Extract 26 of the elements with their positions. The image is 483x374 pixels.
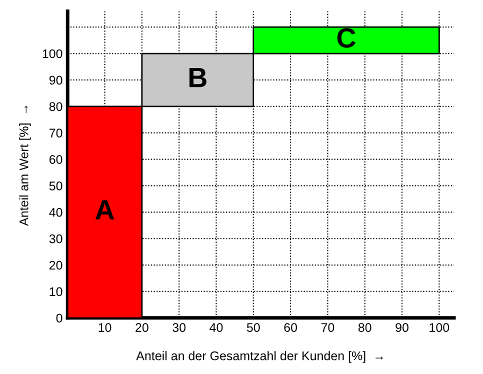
annotation: C xyxy=(337,28,356,48)
x-tick-label: 10 xyxy=(98,323,112,332)
y-tick-label: 30 xyxy=(49,234,62,244)
y-tick-label: 60 xyxy=(49,155,62,164)
annotation: A xyxy=(95,200,114,220)
x-tick-label: 40 xyxy=(210,323,223,332)
x-tick-label: 70 xyxy=(321,323,334,332)
y-tick-label: 40 xyxy=(49,208,62,217)
y-tick-label: 80 xyxy=(49,102,62,112)
y-tick-label: 10 xyxy=(50,287,62,296)
x-axis-title: Anteil an der Gesamtzahl der Kunden [%] → xyxy=(136,351,383,363)
y-tick-label: 70 xyxy=(49,128,62,138)
y-tick-label: 0 xyxy=(56,314,62,323)
x-tick-label: 90 xyxy=(396,323,408,332)
y-tick-label: 20 xyxy=(49,260,62,270)
x-tick-label: 20 xyxy=(136,323,148,332)
x-tick-label: 30 xyxy=(172,323,186,332)
y-tick-label: 100 xyxy=(42,49,62,58)
x-tick-label: 60 xyxy=(284,323,298,332)
y-axis-title: Anteil am Wert [%] → xyxy=(19,106,31,226)
annotation: B xyxy=(189,68,206,88)
y-tick-label: 90 xyxy=(49,76,62,85)
x-tick-label: 50 xyxy=(246,323,260,332)
x-tick-label: 100 xyxy=(430,323,450,332)
y-tick-label: 50 xyxy=(49,182,62,190)
x-tick-label: 80 xyxy=(358,323,372,332)
